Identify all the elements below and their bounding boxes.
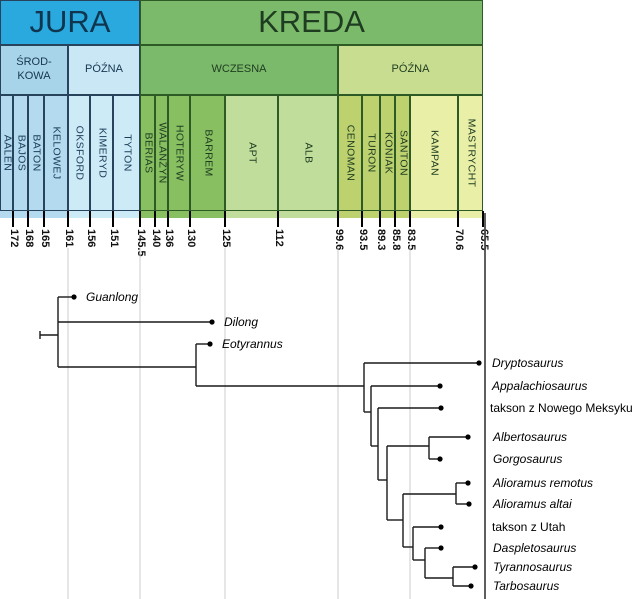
stage-cell-berias: BERIAS [140,95,155,211]
age-tick [361,211,363,227]
stage-strip [380,211,395,218]
taxon-label-alioramus-altai: Alioramus altai [492,497,572,511]
stage-strip [44,211,68,218]
stage-cell-koniak: KONIAK [380,95,395,211]
epoch-cell-p-na: PÓŹNA [338,45,483,95]
age-tick [112,211,114,227]
epoch-label: PÓŹNA [85,63,123,76]
taxon-label-daspletosaurus: Daspletosaurus [493,541,576,555]
stage-cell-hoteryw: HOTERYW [168,95,190,211]
epoch-cell-rod-kowa: ŚROD- KOWA [0,45,68,95]
stage-cell-baton: BATON [28,95,44,211]
epoch-label: PÓŹNA [391,63,430,76]
stage-cell-tyton: TYTON [113,95,140,211]
stage-cell-barrem: BARREM [190,95,225,211]
taxon-label-eotyrannus: Eotyrannus [222,337,283,351]
taxon-dot-dryptosaurus [476,360,482,366]
age-tick [12,211,14,227]
taxon-label-dilong: Dilong [224,315,258,329]
stage-strip [155,211,168,218]
age-tick [67,211,69,227]
stage-cell-walan-yn: WALANŻYN [155,95,168,211]
taxon-dot-daspletosaurus [438,545,444,551]
stage-cell-aalen: AALEN [0,95,13,211]
taxon-dot-dilong [209,319,215,325]
stage-cell-santon: SANTON [395,95,410,211]
taxon-dot-alioramus-remotus [465,480,471,486]
stage-strip [362,211,380,218]
taxon-dot-eotyrannus [207,341,213,347]
stage-cell-cenoman: CENOMAN [338,95,362,211]
age-tick [224,211,226,227]
stage-cell-mastrycht: MASTRYCHT [458,95,483,211]
period-cell-kreda: KREDA [140,0,483,45]
stage-strip [338,211,362,218]
epoch-label: WCZESNA [211,63,267,76]
stage-strip [68,211,90,218]
stage-strip [0,211,13,218]
taxon-label-gorgosaurus: Gorgosaurus [493,452,562,466]
stage-strip [113,211,140,218]
stage-cell-kelowej: KELOWEJ [44,95,68,211]
age-tick [139,211,141,227]
taxon-dot-alioramus-altai [466,501,472,507]
taxon-dot-guanlong [71,294,77,300]
stage-strip [140,211,155,218]
stage-cell-alb: ALB [278,95,338,211]
epoch-label: ŚROD- KOWA [16,56,52,82]
age-tick [337,211,339,227]
stage-strip [225,211,278,218]
stage-strip [13,211,28,218]
taxon-dot-takson-z-utah [438,524,444,530]
taxon-label-dryptosaurus: Dryptosaurus [492,356,563,370]
age-tick [482,211,484,227]
stage-cell-oksford: OKSFORD [68,95,90,211]
age-tick [379,211,381,227]
taxon-dot-appalachiosaurus [437,383,443,389]
age-tick [277,211,279,227]
stage-strip [395,211,410,218]
stage-cell-bajos: BAJOS [13,95,28,211]
taxon-label-takson-z-utah: takson z Utah [492,520,565,534]
taxon-label-alioramus-remotus: Alioramus remotus [492,476,593,490]
period-cell-jura: JURA [0,0,140,45]
taxon-dot-albertosaurus [465,434,471,440]
stage-cell-apt: APT [225,95,278,211]
stage-strip [278,211,338,218]
age-tick [409,211,411,227]
taxon-label-tyrannosaurus: Tyrannosaurus [493,560,572,574]
stage-strip [90,211,113,218]
taxon-dot-gorgosaurus [437,456,443,462]
stage-strip [28,211,44,218]
age-tick [27,211,29,227]
stage-cell-kimeryd: KIMERYD [90,95,113,211]
age-tick [189,211,191,227]
period-label: JURA [29,4,111,40]
stage-cell-turon: TURON [362,95,380,211]
taxon-label-tarbosaurus: Tarbosaurus [493,579,559,593]
age-tick [457,211,459,227]
taxon-dot-tarbosaurus [468,583,474,589]
stage-strip [190,211,225,218]
stage-strip [410,211,458,218]
age-tick [43,211,45,227]
taxon-dot-takson-z-nowego-meksyku [438,405,444,411]
taxon-label-takson-z-nowego-meksyku: takson z Nowego Meksyku [490,401,633,415]
age-tick [394,211,396,227]
age-tick [154,211,156,227]
taxon-label-guanlong: Guanlong [86,290,138,304]
age-tick [167,211,169,227]
epoch-cell-wczesna: WCZESNA [140,45,338,95]
taxon-label-albertosaurus: Albertosaurus [492,430,567,444]
stage-strip [168,211,190,218]
epoch-cell-p-na: PÓŹNA [68,45,140,95]
stage-strip [458,211,483,218]
period-label: KREDA [258,4,365,40]
taxon-label-appalachiosaurus: Appalachiosaurus [491,379,587,393]
stage-cell-kampan: KAMPAN [410,95,458,211]
age-tick [89,211,91,227]
taxon-dot-tyrannosaurus [472,564,478,570]
